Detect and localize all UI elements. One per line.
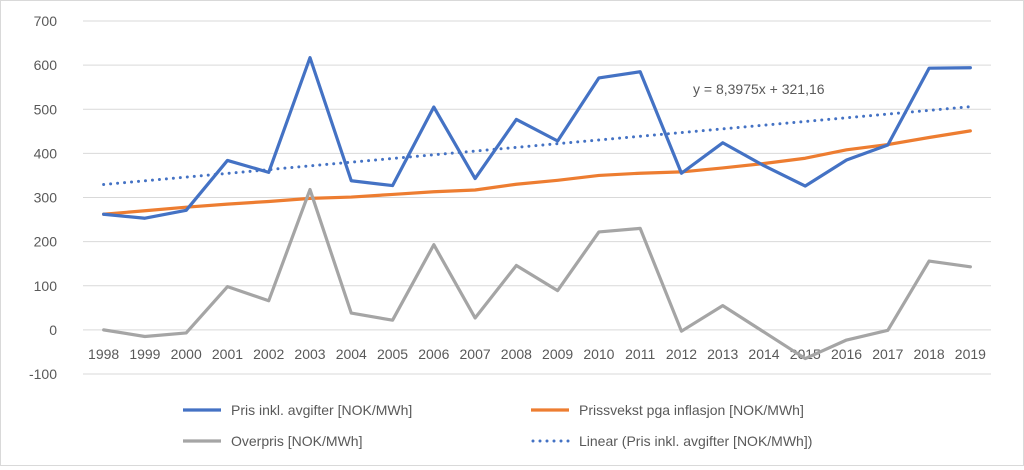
- x-tick-label: 2001: [212, 346, 243, 362]
- trendline-equation: y = 8,3975x + 321,16: [693, 81, 825, 97]
- legend: Pris inkl. avgifter [NOK/MWh] Prissvekst …: [183, 402, 812, 449]
- y-tick-label: 300: [34, 190, 58, 206]
- x-tick-label: 2011: [625, 346, 655, 362]
- x-tick-label: 1999: [129, 346, 160, 362]
- x-tick-label: 1998: [88, 346, 119, 362]
- x-axis-labels: 1998 1999 2000 2001 2002 2003 2004 2005 2006 2007…: [88, 346, 986, 362]
- gridlines: [83, 20, 991, 375]
- y-tick-label: 500: [34, 101, 58, 117]
- x-tick-label: 2004: [336, 346, 367, 362]
- series-line: [102, 187, 972, 361]
- y-tick-label: -100: [29, 366, 57, 382]
- y-tick-label: 200: [34, 234, 58, 250]
- legend-label: Linear (Pris inkl. avgifter [NOK/MWh]): [579, 433, 812, 449]
- x-tick-label: 2010: [583, 346, 614, 362]
- x-tick-label: 2016: [831, 346, 862, 362]
- legend-label: Overpris [NOK/MWh]: [231, 433, 362, 449]
- x-tick-label: 2012: [666, 346, 697, 362]
- x-tick-label: 2003: [294, 346, 325, 362]
- legend-label: Prissvekst pga inflasjon [NOK/MWh]: [579, 402, 804, 418]
- x-tick-label: 2018: [914, 346, 945, 362]
- x-tick-label: 2014: [748, 346, 779, 362]
- x-tick-label: 2007: [460, 346, 491, 362]
- y-tick-label: 700: [34, 13, 58, 29]
- series-line: [102, 56, 972, 220]
- x-tick-label: 2009: [542, 346, 573, 362]
- x-tick-label: 2019: [955, 346, 986, 362]
- y-tick-label: 600: [34, 57, 58, 73]
- x-tick-label: 2000: [171, 346, 202, 362]
- x-tick-label: 2008: [501, 346, 532, 362]
- x-tick-label: 2002: [253, 346, 284, 362]
- legend-label: Pris inkl. avgifter [NOK/MWh]: [231, 402, 412, 418]
- y-tick-label: 0: [49, 322, 57, 338]
- x-tick-label: 2005: [377, 346, 408, 362]
- x-tick-label: 2015: [790, 346, 821, 362]
- x-tick-label: 2006: [418, 346, 449, 362]
- series-line: [102, 105, 972, 186]
- y-tick-label: 400: [34, 145, 58, 161]
- y-axis-labels: -100 0 100 200 300 400 500 600 700: [29, 13, 57, 382]
- x-tick-label: 2017: [872, 346, 903, 362]
- series-line: [102, 129, 972, 216]
- y-tick-label: 100: [34, 278, 58, 294]
- series-lines: [102, 56, 972, 361]
- x-tick-label: 2013: [707, 346, 738, 362]
